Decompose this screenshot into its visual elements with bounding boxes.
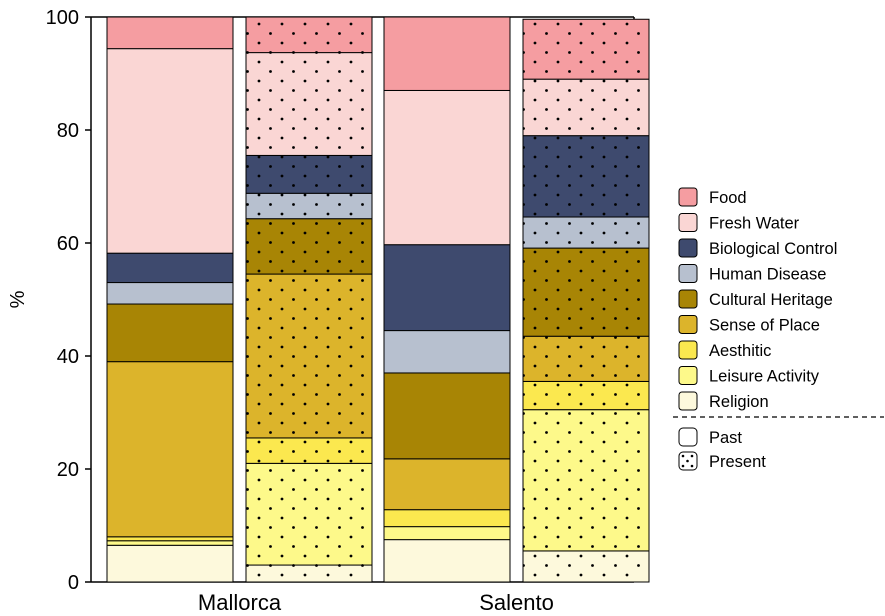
bar-dots-mallorca-fresh-water — [246, 52, 372, 156]
bar-segment-mallorca-past-food — [106, 16, 234, 50]
bar-dots-salento-fresh-water — [523, 79, 649, 136]
legend-label-present: Present — [709, 453, 766, 471]
legend-swatch-human-disease — [678, 264, 698, 283]
bar-segment-mallorca-past-religion — [106, 544, 234, 583]
legend-label-food: Food — [709, 189, 747, 207]
bar-segment-salento-past-fresh-water — [383, 89, 511, 246]
legend-dot-1 — [690, 454, 694, 458]
bar-segment-mallorca-past-cultural-heritage — [106, 303, 234, 363]
bar-segment-mallorca-past-biological-control — [106, 252, 234, 284]
bar-dots-salento-leisure-activity — [523, 409, 649, 551]
bar-dots-mallorca-leisure-activity — [246, 463, 372, 566]
bar-dots-salento-religion — [523, 550, 649, 582]
bar-segment-mallorca-past-fresh-water — [106, 48, 234, 254]
legend-swatch-religion — [678, 391, 698, 411]
y-tick-label-40: 40 — [57, 346, 79, 368]
legend-swatch-past — [678, 427, 698, 447]
bars — [106, 16, 650, 583]
bar-segment-salento-past-leisure-activity — [383, 526, 511, 541]
bar-dots-mallorca-biological-control — [246, 155, 372, 194]
category-label-mallorca: Mallorca — [198, 590, 282, 615]
y-tick-label-60: 60 — [57, 233, 79, 255]
legend-label-cultural-heritage: Cultural Heritage — [709, 291, 833, 309]
legend-label-biological-control: Biological Control — [709, 240, 837, 258]
legend-dot-4 — [690, 464, 694, 468]
y-tick-label-0: 0 — [68, 572, 79, 594]
legend-swatch-aesthitic — [678, 340, 698, 360]
y-axis-label: % — [7, 290, 29, 308]
legend: Food Fresh Water Biological Control Human D… — [673, 187, 884, 471]
legend-swatch-cultural-heritage — [678, 289, 698, 309]
bar-dots-salento-aesthitic — [523, 381, 649, 410]
bar-dots-salento-cultural-heritage — [523, 248, 649, 337]
legend-swatch-fresh-water — [678, 213, 698, 232]
legend-dot-2 — [686, 459, 689, 463]
axes: 0 20 40 60 80 100% Mallorca Salento — [7, 7, 635, 615]
legend-label-fresh-water: Fresh Water — [709, 215, 800, 233]
legend-swatch-sense-of-place — [678, 315, 698, 334]
bar-dots-mallorca-sense-of-place — [246, 274, 372, 438]
bar-segment-mallorca-past-aesthitic — [106, 536, 234, 542]
bar-segment-mallorca-past-leisure-activity — [106, 540, 234, 546]
y-tick-label-100: 100 — [46, 7, 79, 29]
bar-segment-salento-past-religion — [383, 539, 511, 583]
bar-segment-mallorca-past-sense-of-place — [106, 361, 234, 538]
bar-dots-salento-human-disease — [523, 217, 649, 249]
legend-swatch-leisure-activity — [678, 366, 698, 385]
legend-label-aesthitic: Aesthitic — [709, 342, 771, 360]
legend-label-human-disease: Human Disease — [709, 266, 826, 284]
bar-dots-mallorca-human-disease — [246, 193, 372, 219]
bar-dots-mallorca-religion — [246, 565, 372, 582]
bar-dots-mallorca-aesthitic — [246, 437, 372, 464]
legend-swatch-biological-control — [678, 238, 698, 258]
bar-segment-salento-past-human-disease — [383, 330, 511, 374]
bar-dots-salento-food — [523, 19, 649, 80]
legend-label-religion: Religion — [709, 393, 769, 411]
legend-label-leisure-activity: Leisure Activity — [709, 368, 820, 386]
y-tick-label-20: 20 — [57, 459, 79, 481]
bar-segment-salento-past-cultural-heritage — [383, 372, 511, 460]
legend-swatch-food — [678, 187, 698, 207]
bar-dots-salento-sense-of-place — [523, 336, 649, 382]
legend-label-sense-of-place: Sense of Place — [709, 317, 820, 335]
legend-label-past: Past — [709, 429, 742, 447]
bar-segment-salento-past-biological-control — [383, 244, 511, 332]
y-tick-label-80: 80 — [57, 120, 79, 142]
bar-dots-mallorca-food — [246, 17, 372, 53]
legend-dot-3 — [681, 464, 685, 468]
bar-dots-salento-biological-control — [523, 135, 649, 218]
bar-segment-salento-past-food — [383, 16, 511, 91]
category-label-salento: Salento — [479, 590, 554, 615]
legend-dot-0 — [681, 454, 685, 458]
bar-segment-salento-past-sense-of-place — [383, 458, 511, 511]
bar-dots-mallorca-cultural-heritage — [246, 218, 372, 275]
bar-segment-salento-past-aesthitic — [383, 509, 511, 528]
bar-segment-mallorca-past-human-disease — [106, 282, 234, 305]
